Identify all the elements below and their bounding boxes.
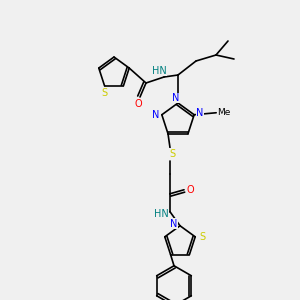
Text: HN: HN [154, 209, 168, 219]
Text: Me: Me [218, 108, 231, 117]
Text: O: O [186, 185, 194, 195]
Text: S: S [199, 232, 205, 242]
Text: N: N [196, 108, 204, 118]
Text: HN: HN [152, 66, 166, 76]
Text: O: O [134, 99, 142, 109]
Text: N: N [152, 110, 160, 120]
Text: S: S [101, 88, 108, 98]
Text: S: S [169, 149, 175, 159]
Text: N: N [172, 93, 180, 103]
Text: N: N [170, 219, 178, 229]
